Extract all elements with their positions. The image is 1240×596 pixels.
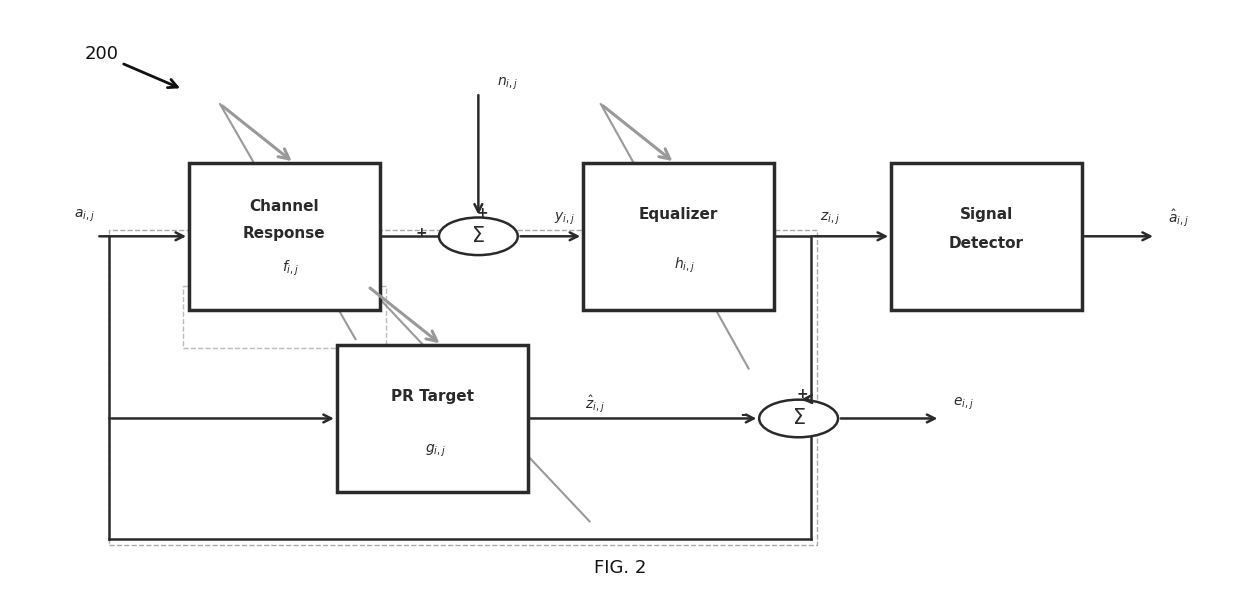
Text: -: -: [740, 408, 746, 423]
Text: $f_{i,j}$: $f_{i,j}$: [281, 259, 299, 278]
FancyBboxPatch shape: [892, 163, 1081, 310]
FancyBboxPatch shape: [583, 163, 774, 310]
Text: +: +: [415, 226, 427, 240]
Text: $y_{i,j}$: $y_{i,j}$: [554, 210, 575, 227]
Text: $a_{i,j}$: $a_{i,j}$: [74, 207, 94, 224]
Circle shape: [759, 400, 838, 437]
Text: Detector: Detector: [949, 236, 1024, 251]
Text: $\hat{a}_{i,j}$: $\hat{a}_{i,j}$: [1168, 208, 1189, 229]
Text: 200: 200: [84, 45, 118, 63]
Text: $\hat{z}_{i,j}$: $\hat{z}_{i,j}$: [585, 393, 605, 415]
Text: Response: Response: [243, 226, 326, 241]
FancyBboxPatch shape: [337, 345, 528, 492]
Text: +: +: [796, 387, 808, 401]
Text: Signal: Signal: [960, 207, 1013, 222]
Text: $h_{i,j}$: $h_{i,j}$: [675, 256, 696, 275]
Text: $n_{i,j}$: $n_{i,j}$: [497, 75, 518, 92]
Text: FIG. 2: FIG. 2: [594, 559, 646, 578]
Circle shape: [439, 218, 518, 255]
Text: Equalizer: Equalizer: [639, 207, 718, 222]
Text: $z_{i,j}$: $z_{i,j}$: [820, 210, 839, 227]
Text: $\Sigma$: $\Sigma$: [471, 226, 485, 246]
Text: $e_{i,j}$: $e_{i,j}$: [952, 396, 973, 412]
Text: $g_{i,j}$: $g_{i,j}$: [425, 443, 446, 459]
Text: Channel: Channel: [249, 200, 319, 215]
Text: +: +: [476, 206, 487, 220]
Text: PR Target: PR Target: [391, 389, 474, 404]
FancyBboxPatch shape: [188, 163, 379, 310]
Bar: [182, 286, 386, 348]
Bar: [109, 231, 817, 545]
Text: $\Sigma$: $\Sigma$: [791, 408, 806, 429]
